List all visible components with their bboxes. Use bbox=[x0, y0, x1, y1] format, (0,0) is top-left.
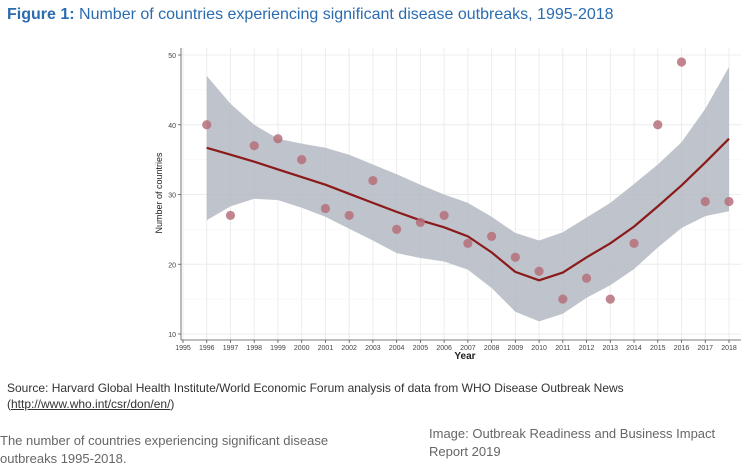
x-axis-label: Year bbox=[454, 351, 475, 362]
x-tick-label: 2008 bbox=[484, 345, 500, 352]
x-tick-label: 2012 bbox=[579, 345, 595, 352]
confidence-band-layer bbox=[206, 66, 729, 322]
data-points bbox=[202, 57, 734, 304]
y-tick-label: 10 bbox=[168, 332, 176, 339]
x-tick-label: 2010 bbox=[531, 345, 547, 352]
data-point bbox=[724, 196, 734, 207]
source-note: Source: Harvard Global Health Institute/… bbox=[7, 380, 627, 412]
source-text: Source: Harvard Global Health Institute/… bbox=[7, 381, 624, 411]
x-tick-label: 2002 bbox=[341, 345, 357, 352]
image-credit: Image: Outbreak Readiness and Business I… bbox=[429, 426, 716, 459]
x-tick-label: 1999 bbox=[270, 345, 286, 352]
data-point bbox=[558, 294, 568, 304]
axes: 10 20 30 40 50 1995 1996 1997 1998 1999 2000 2001 20… bbox=[168, 48, 741, 352]
x-tick-label: 2000 bbox=[294, 345, 310, 352]
trend-line-layer bbox=[206, 137, 730, 282]
x-tick-label: 2003 bbox=[365, 345, 381, 352]
data-point bbox=[297, 155, 307, 165]
data-point bbox=[368, 175, 378, 186]
x-tick-label: 2004 bbox=[389, 345, 405, 352]
x-tick-label: 2014 bbox=[626, 345, 642, 352]
x-tick-label: 2011 bbox=[555, 345, 570, 352]
y-tick-label: 50 bbox=[168, 53, 176, 60]
x-tick-label: 1998 bbox=[246, 345, 262, 352]
x-tick-label: 2016 bbox=[674, 345, 690, 352]
data-point bbox=[392, 224, 402, 234]
data-point bbox=[629, 238, 639, 248]
trend-line bbox=[206, 137, 730, 282]
data-point bbox=[249, 141, 259, 151]
x-tick-label: 2006 bbox=[436, 345, 452, 352]
data-point bbox=[463, 238, 473, 248]
data-point bbox=[225, 210, 236, 221]
x-tick-label: 2005 bbox=[413, 345, 429, 352]
x-tick-label: 2007 bbox=[460, 345, 476, 352]
data-point bbox=[320, 203, 331, 214]
data-point bbox=[581, 273, 592, 283]
x-tick-label: 2013 bbox=[603, 345, 619, 352]
confidence-band bbox=[206, 66, 729, 322]
source-suffix: ) bbox=[170, 397, 175, 411]
outbreak-chart: 10 20 30 40 50 1995 1996 1997 1998 1999 2000 2001 20… bbox=[154, 48, 741, 362]
y-axis-label: Number of countries bbox=[154, 152, 164, 234]
x-tick-label: 1997 bbox=[223, 345, 239, 352]
x-tick-label: 1996 bbox=[199, 345, 215, 352]
data-point bbox=[415, 217, 425, 227]
figure-title-text: Number of countries experiencing signifi… bbox=[79, 6, 614, 23]
x-tick-label: 2015 bbox=[650, 345, 666, 352]
data-point bbox=[605, 294, 615, 304]
data-point bbox=[700, 196, 710, 207]
data-point bbox=[487, 231, 497, 241]
x-tick-label: 2018 bbox=[721, 345, 737, 352]
x-tick-label: 2017 bbox=[697, 345, 713, 352]
data-point bbox=[439, 210, 449, 221]
y-tick-label: 30 bbox=[168, 193, 176, 200]
y-tick-label: 40 bbox=[168, 123, 176, 130]
y-tick-label: 20 bbox=[168, 262, 176, 269]
figure-title: Figure 1: Number of countries experienci… bbox=[7, 6, 614, 24]
data-point bbox=[344, 210, 354, 221]
data-point bbox=[273, 134, 283, 144]
data-point bbox=[510, 252, 520, 262]
x-tick-label: 1995 bbox=[175, 345, 191, 352]
data-point bbox=[676, 57, 687, 67]
data-point bbox=[202, 120, 212, 130]
figure-label: Figure 1: bbox=[7, 6, 75, 23]
x-tick-label: 2009 bbox=[508, 345, 524, 352]
image-caption: The number of countries experiencing sig… bbox=[0, 433, 329, 466]
x-tick-label: 2001 bbox=[318, 345, 334, 352]
data-point bbox=[653, 120, 663, 130]
data-point bbox=[534, 266, 544, 276]
source-link[interactable]: http://www.who.int/csr/don/en/ bbox=[11, 397, 171, 411]
